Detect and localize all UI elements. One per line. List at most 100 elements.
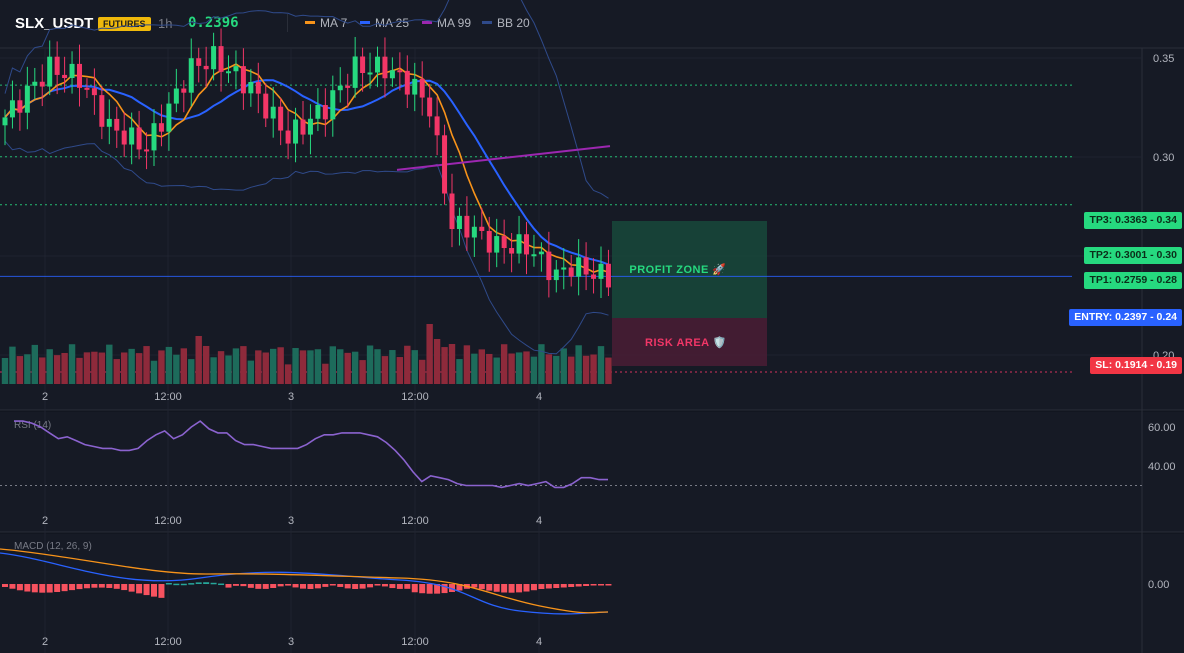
volume-bar — [344, 352, 351, 384]
candle-body — [538, 251, 544, 255]
macd-histogram-bar — [98, 584, 105, 588]
macd-histogram-bar — [493, 584, 500, 592]
volume-bar — [277, 347, 284, 384]
macd-histogram-bar — [91, 584, 98, 588]
candle-body — [99, 95, 105, 127]
macd-histogram-bar — [151, 584, 157, 597]
volume-bar — [478, 349, 485, 384]
volume-bar — [9, 346, 16, 384]
legend-ma99-swatch — [422, 21, 432, 25]
legend-ma7[interactable]: MA 7 — [305, 16, 347, 30]
volume-bar — [590, 354, 597, 384]
macd-histogram-bar — [359, 584, 366, 589]
macd-histogram-bar — [54, 584, 61, 593]
timeframe-label[interactable]: 1h — [158, 16, 173, 31]
macd-signal-line — [0, 548, 609, 614]
volume-bar — [188, 359, 195, 384]
volume-bar — [605, 357, 612, 384]
macd-histogram-bar — [352, 584, 359, 589]
tp2-label: TP2: 0.3001 - 0.30 — [1084, 247, 1182, 264]
rsi-pane: RSI (14) — [0, 420, 1142, 489]
macd-histogram-bar — [270, 584, 277, 589]
macd-histogram-bar — [128, 584, 135, 592]
volume-bar — [448, 344, 456, 384]
volume-bar — [366, 345, 374, 384]
macd-histogram-bar — [292, 584, 299, 588]
candle-body — [307, 118, 313, 135]
candle-body — [330, 90, 336, 120]
macd-histogram-bar — [158, 584, 165, 598]
volume-bar — [247, 360, 255, 384]
volume-bar — [217, 351, 225, 384]
macd-label: MACD (12, 26, 9) — [14, 541, 92, 552]
volume-bar — [262, 352, 269, 384]
candle-body — [77, 63, 82, 88]
macd-histogram-bar — [374, 584, 381, 586]
volume-bar — [314, 349, 322, 384]
volume-bar — [284, 364, 292, 384]
volume-bar — [426, 324, 433, 384]
volume-bar — [61, 352, 68, 384]
candle-body — [32, 81, 38, 86]
macd-histogram-bar — [508, 584, 515, 593]
legend-ma7-label: MA 7 — [320, 16, 348, 30]
macd-histogram-bar — [471, 584, 478, 588]
candle-body — [47, 56, 53, 87]
macd-histogram-bar — [300, 584, 306, 589]
volume-bar — [307, 350, 314, 384]
macd-histogram-bar — [329, 584, 336, 586]
volume-bar — [508, 353, 515, 384]
volume-bar — [150, 360, 158, 384]
macd-histogram-bar — [598, 584, 604, 586]
candle-body — [322, 105, 328, 120]
bb-lower-line — [4, 140, 609, 355]
candle-body — [464, 215, 470, 238]
time-axis-label: 4 — [536, 636, 542, 648]
volume-bar — [553, 355, 560, 384]
candle-body — [591, 274, 597, 279]
candle-body — [158, 123, 164, 132]
ma25-line — [4, 79, 609, 266]
time-axis-label: 2 — [42, 391, 48, 403]
macd-histogram-bar — [232, 584, 239, 586]
macd-histogram-bar — [203, 582, 210, 584]
macd-histogram-bar — [501, 584, 508, 593]
tp3-label: TP3: 0.3363 - 0.34 — [1084, 212, 1182, 229]
candle-body — [24, 85, 30, 113]
macd-histogram-bar — [583, 584, 590, 586]
time-axis-label: 12:00 — [401, 515, 429, 527]
volume-bar — [433, 339, 441, 384]
candle-body — [404, 70, 410, 95]
time-axis-label: 12:00 — [401, 636, 429, 648]
last-price: 0.2396 — [188, 15, 239, 31]
candle-body — [524, 234, 529, 255]
sl-label: SL: 0.1914 - 0.19 — [1090, 357, 1182, 374]
candle-body — [531, 254, 537, 257]
volume-bar — [471, 353, 478, 384]
macd-histogram-bar — [262, 584, 269, 589]
macd-histogram-bar — [486, 584, 493, 591]
legend-ma99[interactable]: MA 99 — [422, 16, 471, 30]
macd-histogram-bar — [195, 582, 202, 584]
legend-bb20[interactable]: BB 20 — [482, 16, 530, 30]
candle-body — [456, 215, 462, 230]
macd-histogram-bar — [456, 584, 463, 591]
macd-histogram-bar — [247, 584, 254, 588]
candle-body — [553, 269, 559, 281]
volume-bar — [121, 352, 128, 384]
candle-body — [375, 56, 380, 73]
candle-body — [91, 88, 97, 96]
symbol-title[interactable]: SLX_USDT — [15, 15, 94, 32]
candle-body — [144, 149, 150, 152]
candlesticks — [2, 28, 611, 299]
candle-body — [211, 46, 217, 70]
macd-histogram-bar — [307, 584, 314, 589]
candle-body — [278, 106, 284, 131]
macd-histogram-bar — [344, 584, 351, 589]
candle-body — [129, 127, 135, 145]
volume-bar — [106, 344, 113, 384]
volume-bar — [359, 360, 366, 384]
risk-zone-label: RISK AREA 🛡️ — [645, 336, 727, 349]
volume-bar — [493, 357, 500, 384]
